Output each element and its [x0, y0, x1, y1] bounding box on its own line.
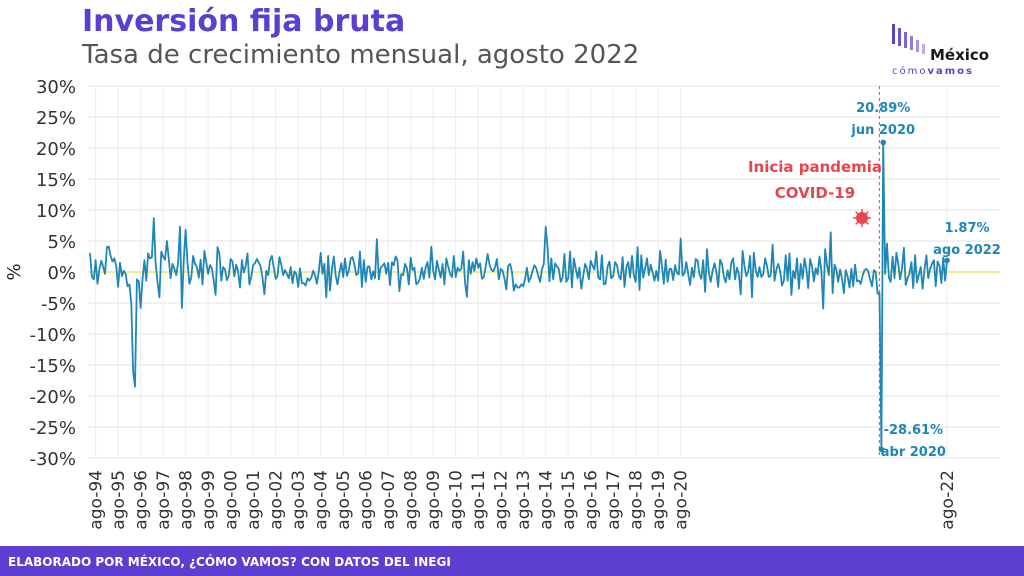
x-tick-label: ago-05: [334, 470, 354, 530]
y-tick-label: -30%: [29, 449, 76, 470]
y-axis-label: %: [4, 263, 25, 280]
y-tick-label: 0%: [47, 263, 76, 284]
x-tick-label: ago-04: [312, 470, 332, 530]
x-tick-label: ago-10: [447, 470, 467, 530]
x-tick-label: ago-11: [469, 470, 489, 530]
x-tick-label: ago-96: [132, 470, 152, 530]
x-tick-label: ago-19: [649, 470, 669, 530]
x-tick-label: ago-13: [514, 470, 534, 530]
data-label: -28.61%: [884, 423, 944, 438]
data-label-date: jun 2020: [850, 123, 915, 138]
y-tick-label: 15%: [36, 170, 76, 191]
footer-credit: ELABORADO POR MÉXICO, ¿CÓMO VAMOS? CON D…: [8, 555, 451, 569]
y-tick-label: 30%: [36, 77, 76, 98]
x-tick-label: ago-94: [87, 470, 107, 530]
x-tick-label: ago-02: [267, 470, 287, 530]
highlight-point: [878, 446, 885, 453]
line-chart: 30% 25% 20% 15% 10% 5% 0% -5% -10% -15% -20% -25% -3…: [4, 77, 1001, 530]
series-line: [89, 141, 948, 451]
x-tick-label: ago-06: [357, 470, 377, 530]
x-tick-label: ago-03: [289, 470, 309, 530]
x-tick-label: ago-08: [402, 470, 422, 530]
data-label-date: ago 2022: [933, 243, 1001, 258]
y-tick-label: -15%: [29, 356, 76, 377]
x-tick-label: ago-07: [379, 470, 399, 530]
x-tick-label: ago-15: [559, 470, 579, 530]
logo-name: México: [930, 46, 990, 64]
x-tick-label: ago-20: [672, 470, 692, 530]
x-tick-label: ago-98: [177, 470, 197, 530]
y-tick-label: -5%: [41, 294, 76, 315]
chart-title: Inversión fija bruta: [82, 4, 406, 39]
y-tick-label: 5%: [47, 232, 76, 253]
x-tick-label: ago-22: [938, 470, 958, 530]
x-tick-label: ago-17: [604, 470, 624, 530]
y-tick-label: 10%: [36, 201, 76, 222]
logo-bars-icon: [892, 24, 925, 54]
y-tick-label: -25%: [29, 418, 76, 439]
x-tick-label: ago-99: [199, 470, 219, 530]
logo-tagline-b: vamos: [927, 66, 974, 77]
x-tick-label: ago-95: [109, 470, 129, 530]
highlight-point: [944, 257, 950, 264]
data-label: 1.87%: [944, 221, 989, 236]
logo-tagline: cómovamos: [892, 66, 974, 77]
x-tick-label: ago-97: [154, 470, 174, 530]
highlight-point: [880, 139, 887, 146]
pandemic-annotation-sub: COVID-19: [775, 184, 855, 202]
footer-bar: ELABORADO POR MÉXICO, ¿CÓMO VAMOS? CON D…: [0, 546, 1024, 576]
chart-subtitle: Tasa de crecimiento mensual, agosto 2022: [82, 40, 640, 70]
x-tick-label: ago-12: [492, 470, 512, 530]
x-tick-label: ago-01: [244, 470, 264, 530]
x-tick-label: ago-16: [582, 470, 602, 530]
pandemic-annotation: Inicia pandemia: [748, 158, 882, 176]
x-tick-label: ago-00: [222, 470, 242, 530]
x-tick-label: ago-18: [627, 470, 647, 530]
y-tick-label: 25%: [36, 108, 76, 129]
virus-icon: [856, 212, 868, 224]
logo-tagline-a: cómo: [892, 66, 928, 77]
y-tick-label: -20%: [29, 387, 76, 408]
y-tick-label: 20%: [36, 139, 76, 160]
data-label: 20.89%: [856, 101, 910, 116]
x-tick-label: ago-14: [537, 470, 557, 530]
y-tick-label: -10%: [29, 325, 76, 346]
data-label-date: abr 2020: [881, 445, 946, 460]
x-tick-label: ago-09: [424, 470, 444, 530]
